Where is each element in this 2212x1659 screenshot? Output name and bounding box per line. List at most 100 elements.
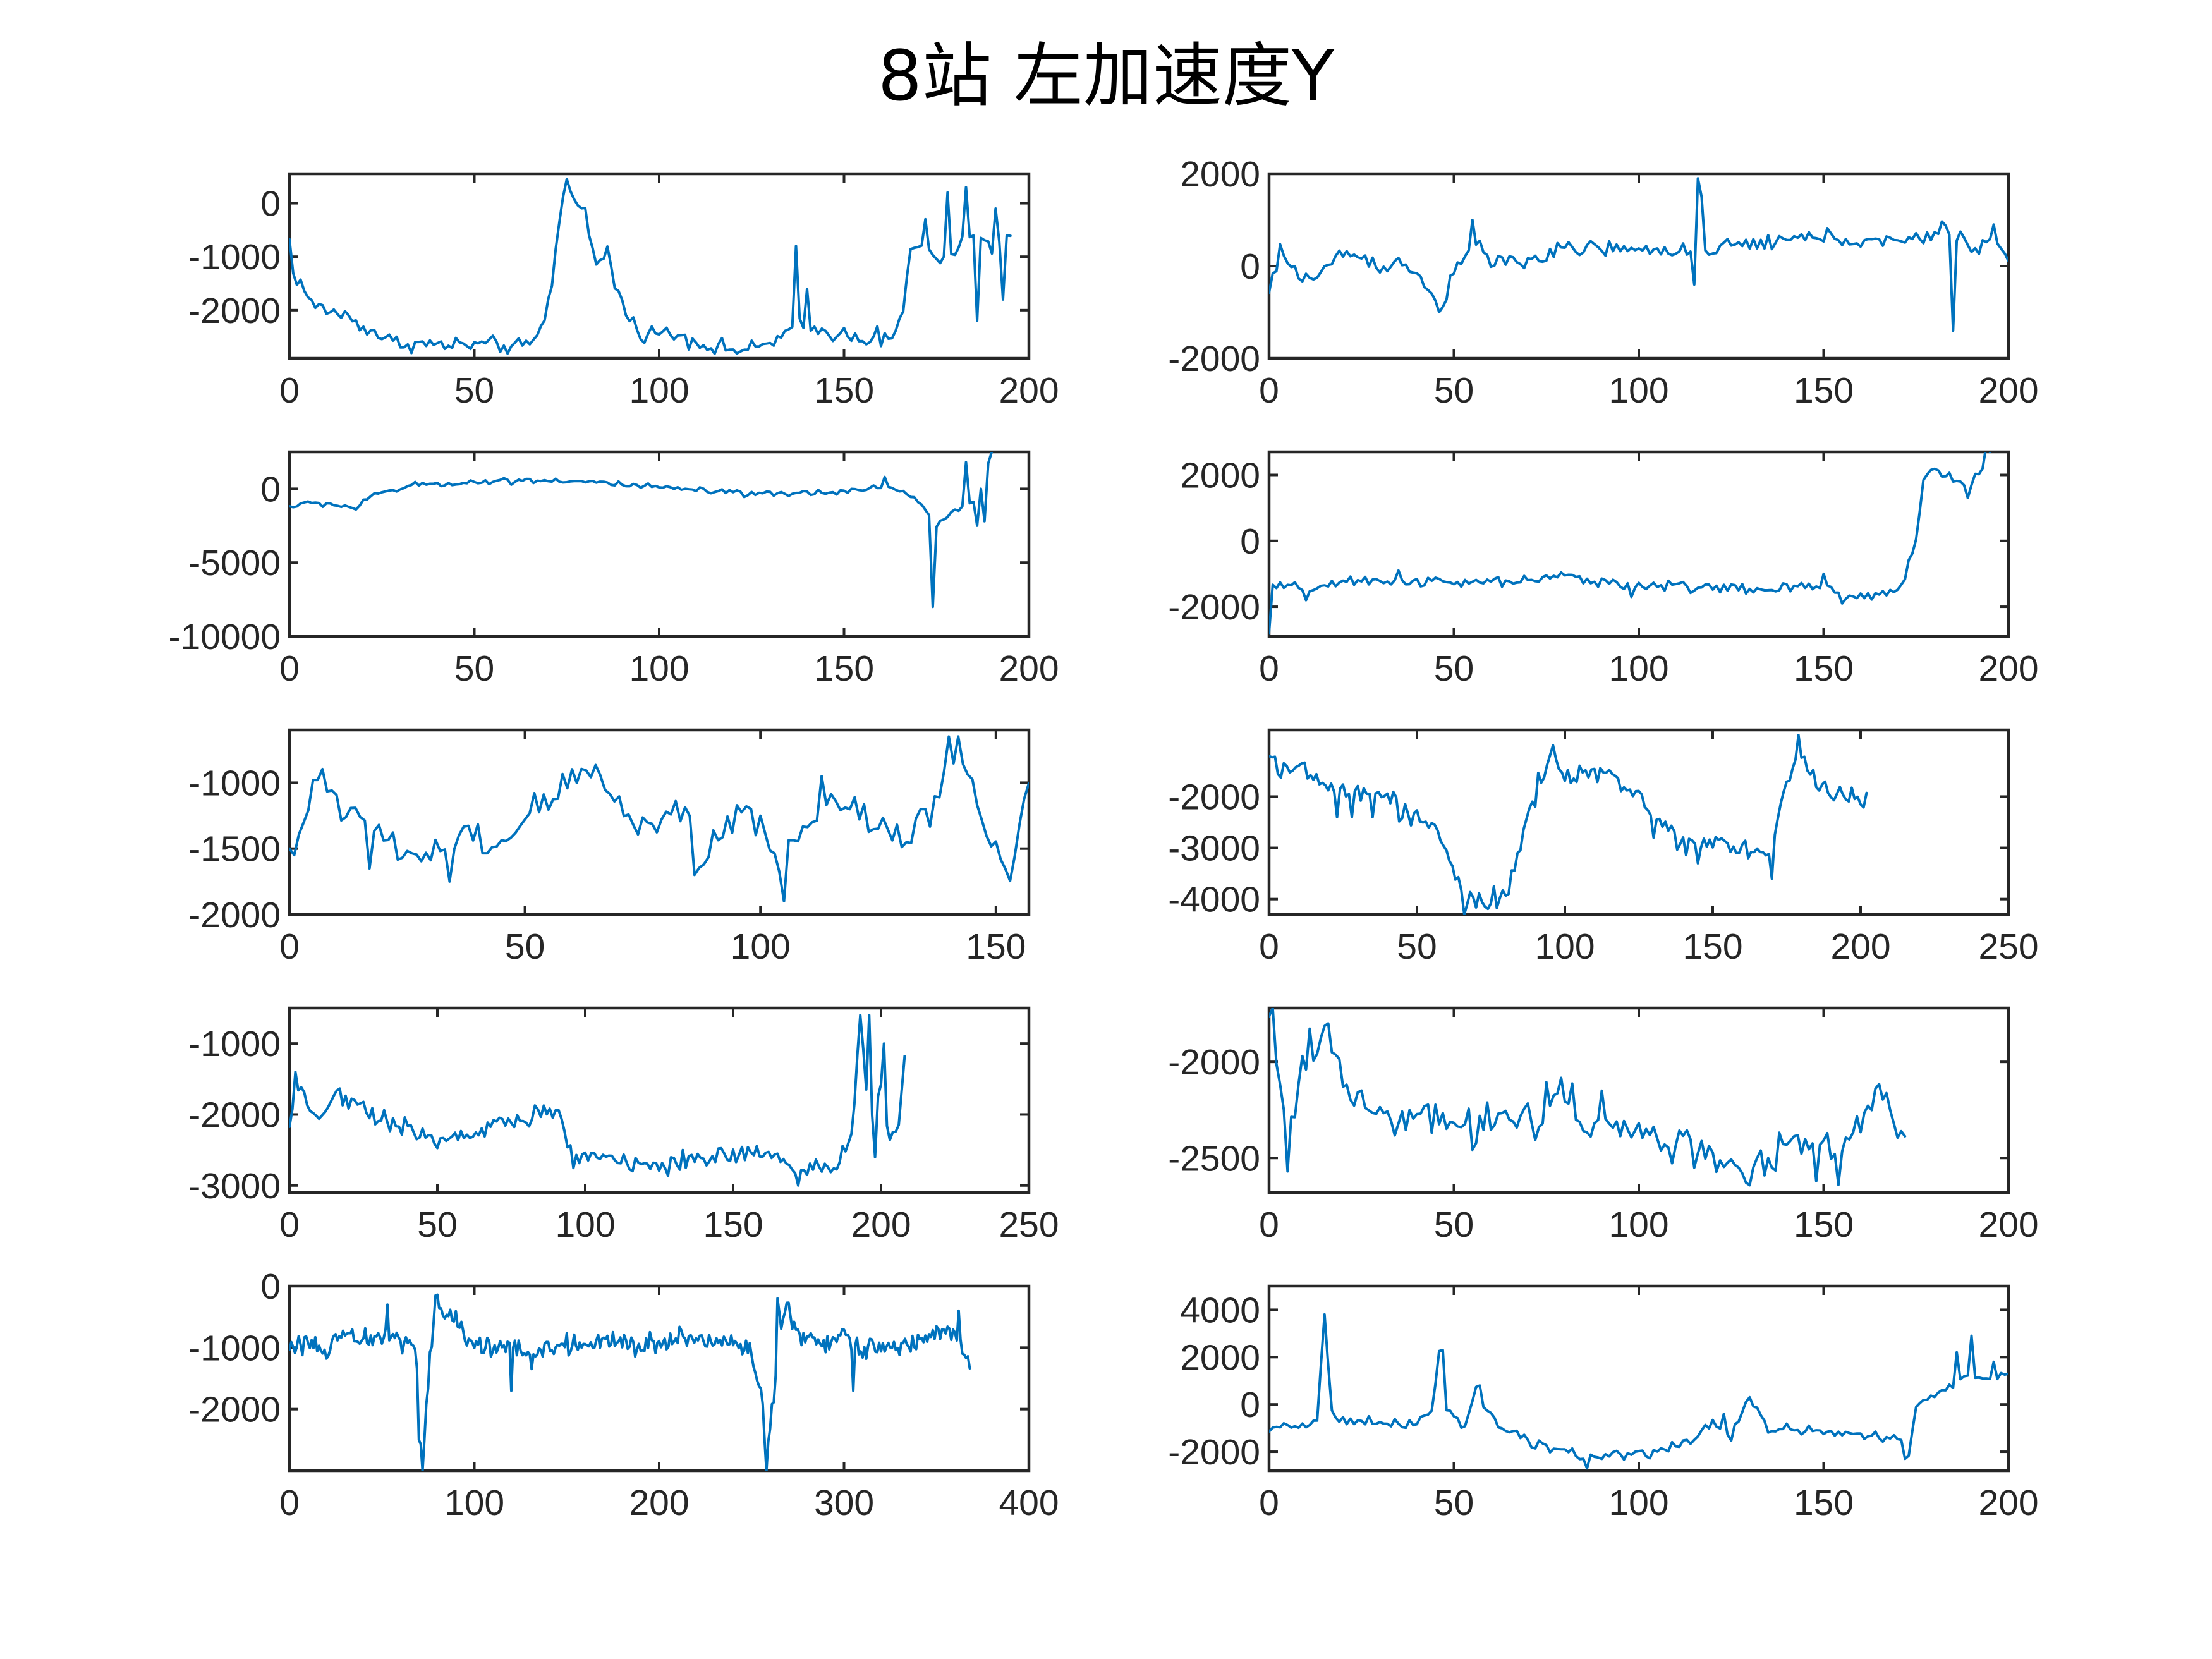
- subplot-3: 0 50 100 150 200 0 -5000 -10000: [169, 450, 1059, 689]
- y-tick-label: 0: [260, 184, 281, 224]
- x-tick-label: 150: [1794, 648, 1854, 689]
- y-tick-label: 2000: [1180, 154, 1260, 195]
- y-tick-label: -5000: [188, 543, 281, 583]
- x-tick-label: 50: [1434, 370, 1474, 411]
- subplot-4: 0 50 100 150 200 2000 0 -2000: [1168, 450, 2039, 689]
- y-tick-label: -2500: [1168, 1138, 1260, 1179]
- x-tick-label: 50: [505, 927, 545, 967]
- x-tick-label: 0: [279, 370, 300, 411]
- y-tick-label: -1000: [188, 763, 281, 803]
- y-tick-label: -2000: [1168, 777, 1260, 817]
- x-tick-label: 250: [999, 1205, 1059, 1245]
- x-tick-label: 200: [999, 370, 1059, 411]
- y-tick-label: 2000: [1180, 1337, 1260, 1378]
- x-tick-label: 0: [1259, 1205, 1279, 1245]
- series-line: [289, 735, 1029, 903]
- subplot-6: 0 50 100 150 200 250 -2000 -3000 -4000: [1168, 728, 2039, 967]
- axes-frame: [288, 172, 1031, 360]
- series-line: [1269, 177, 2008, 332]
- series-line: [289, 452, 994, 609]
- x-tick-label: 150: [814, 370, 874, 411]
- axes-frame: [1267, 728, 2010, 916]
- x-tick-label: 50: [417, 1205, 457, 1245]
- series-line: [289, 178, 1012, 355]
- x-tick-label: 100: [629, 370, 689, 411]
- series-line: [1269, 734, 1868, 915]
- series-line: [1269, 1313, 2008, 1470]
- y-tick-label: -1500: [188, 829, 281, 870]
- x-tick-label: 200: [851, 1205, 911, 1245]
- y-tick-label: -1000: [188, 1024, 281, 1064]
- y-tick-label: -10000: [169, 617, 281, 657]
- x-tick-label: 0: [1259, 648, 1279, 689]
- subplot-1: 0 50 100 150 200 0 -1000 -2000: [188, 172, 1059, 411]
- x-tick-label: 200: [629, 1483, 689, 1523]
- y-tick-label: -2000: [1168, 1042, 1260, 1083]
- series-line: [1269, 452, 1991, 635]
- x-tick-label: 50: [454, 370, 494, 411]
- y-tick-label: 0: [1240, 1385, 1260, 1425]
- x-tick-label: 0: [1259, 370, 1279, 411]
- y-tick-label: -2000: [1168, 1432, 1260, 1473]
- x-tick-label: 100: [1608, 1205, 1668, 1245]
- y-tick-label: 0: [1240, 246, 1260, 287]
- series-line: [289, 1014, 906, 1187]
- x-tick-label: 50: [1434, 1483, 1474, 1523]
- x-tick-label: 100: [629, 648, 689, 689]
- y-tick-label: -2000: [1168, 339, 1260, 379]
- x-tick-label: 100: [1608, 648, 1668, 689]
- x-tick-label: 100: [555, 1205, 615, 1245]
- subplot-9: 0 100 200 300 400 0 -1000 -2000: [188, 1267, 1059, 1523]
- x-tick-label: 150: [1794, 1205, 1854, 1245]
- series-line: [1269, 1008, 1907, 1187]
- x-tick-label: 50: [1434, 1205, 1474, 1245]
- x-tick-label: 150: [1682, 927, 1742, 967]
- x-tick-label: 150: [814, 648, 874, 689]
- y-tick-label: -3000: [188, 1166, 281, 1206]
- y-tick-label: -2000: [188, 1390, 281, 1430]
- x-tick-label: 100: [1608, 1483, 1668, 1523]
- x-tick-label: 400: [999, 1483, 1059, 1523]
- x-tick-label: 0: [279, 927, 300, 967]
- x-tick-label: 100: [444, 1483, 504, 1523]
- y-tick-label: -4000: [1168, 880, 1260, 920]
- y-tick-label: -2000: [188, 895, 281, 935]
- x-tick-label: 100: [731, 927, 791, 967]
- x-tick-label: 150: [1794, 370, 1854, 411]
- y-tick-label: 0: [260, 1267, 281, 1307]
- axes-frame: [288, 1006, 1031, 1194]
- y-tick-label: 0: [260, 469, 281, 509]
- axes-frame: [1267, 1006, 2010, 1194]
- x-tick-label: 0: [279, 1483, 300, 1523]
- x-tick-label: 200: [999, 648, 1059, 689]
- x-tick-label: 150: [703, 1205, 763, 1245]
- y-tick-label: -2000: [188, 1095, 281, 1135]
- y-tick-label: -1000: [188, 237, 281, 277]
- y-tick-label: 0: [1240, 521, 1260, 562]
- x-tick-label: 200: [1830, 927, 1890, 967]
- figure-title: 8站 左加速度Y: [878, 35, 1335, 116]
- x-tick-label: 150: [966, 927, 1026, 967]
- y-tick-label: 4000: [1180, 1290, 1260, 1330]
- subplot-8: 0 50 100 150 200 -2000 -2500: [1168, 1006, 2039, 1245]
- series-line: [289, 1293, 971, 1471]
- x-tick-label: 150: [1794, 1483, 1854, 1523]
- x-tick-label: 200: [1978, 370, 2038, 411]
- x-tick-label: 100: [1534, 927, 1595, 967]
- subplot-5: 0 50 100 150 -1000 -1500 -2000: [188, 728, 1031, 967]
- x-tick-label: 200: [1978, 1483, 2038, 1523]
- x-tick-label: 0: [1259, 927, 1279, 967]
- subplot-10: 0 50 100 150 200 4000 2000 0 -2000: [1168, 1284, 2039, 1523]
- y-tick-label: 2000: [1180, 456, 1260, 496]
- y-tick-label: -1000: [188, 1328, 281, 1368]
- x-tick-label: 50: [454, 648, 494, 689]
- x-tick-label: 300: [814, 1483, 874, 1523]
- x-tick-label: 0: [279, 648, 300, 689]
- x-tick-label: 200: [1978, 648, 2038, 689]
- axes-frame: [288, 1284, 1031, 1473]
- y-tick-label: -2000: [1168, 587, 1260, 628]
- axes-frame: [288, 450, 1031, 638]
- x-tick-label: 0: [1259, 1483, 1279, 1523]
